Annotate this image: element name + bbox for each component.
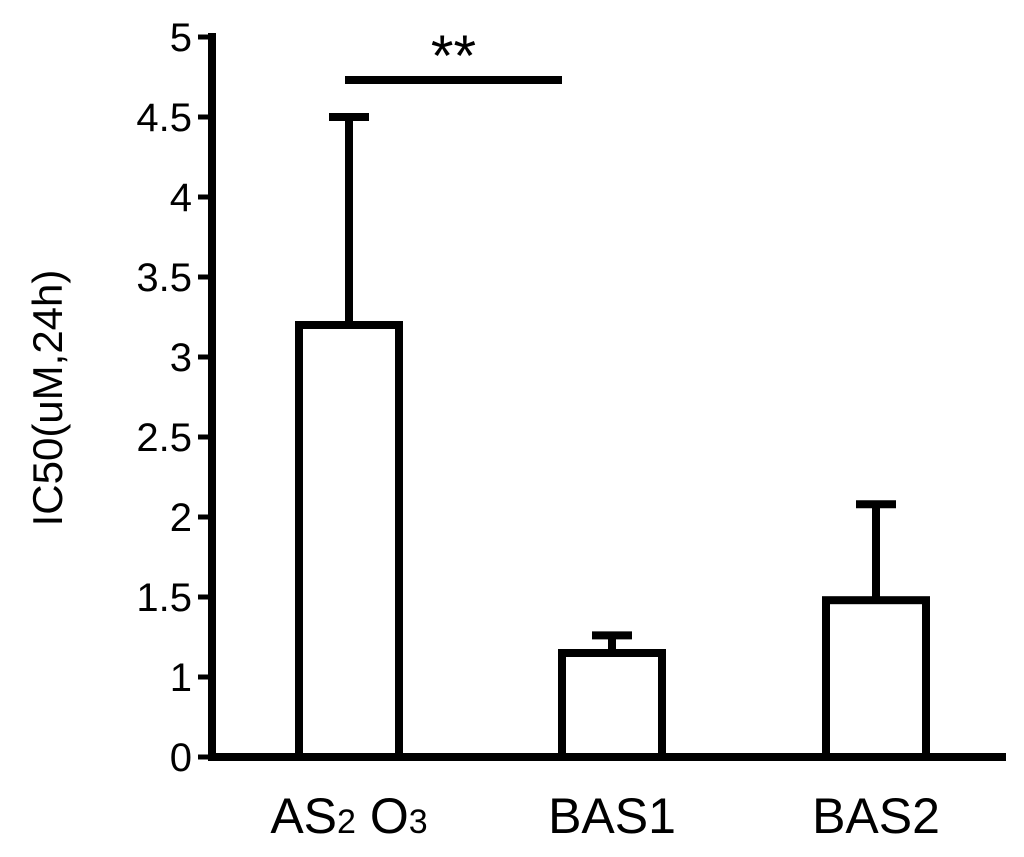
category-text: BAS1 — [548, 788, 676, 844]
y-tick-label: 2.5 — [136, 416, 192, 460]
category-text: AS — [270, 788, 337, 844]
category-text: BAS2 — [812, 788, 940, 844]
bars — [295, 113, 930, 762]
x-category-label: BAS1 — [548, 788, 676, 844]
x-axis: AS2 O3 BAS1 BAS2 — [208, 753, 1006, 844]
bar — [295, 321, 403, 761]
subscript: 3 — [409, 803, 428, 841]
y-tick-label: 4.5 — [136, 96, 192, 140]
x-category-label: AS2 O3 — [270, 788, 427, 844]
y-tick-label: 1 — [170, 656, 192, 700]
bar — [558, 649, 666, 761]
significance-label: ** — [431, 24, 476, 89]
y-tick-label: 3 — [170, 336, 192, 380]
y-tick-label: 4 — [170, 176, 192, 220]
category-text: O — [356, 788, 409, 844]
subscript: 2 — [337, 803, 356, 841]
y-tick-label: 1.5 — [136, 576, 192, 620]
y-axis-title: IC50(uM,24h) — [24, 270, 71, 527]
bar — [822, 596, 930, 762]
y-tick-label: 0 — [170, 736, 192, 780]
y-tick-label: 5 — [170, 16, 192, 60]
y-axis: 0 1 1.5 2 2.5 3 3.5 4 4.5 5 — [136, 16, 216, 780]
y-tick-label: 3.5 — [136, 256, 192, 300]
x-category-label: BAS2 — [812, 788, 940, 844]
y-tick-label: 2 — [170, 496, 192, 540]
significance-annotation: ** — [345, 24, 562, 89]
